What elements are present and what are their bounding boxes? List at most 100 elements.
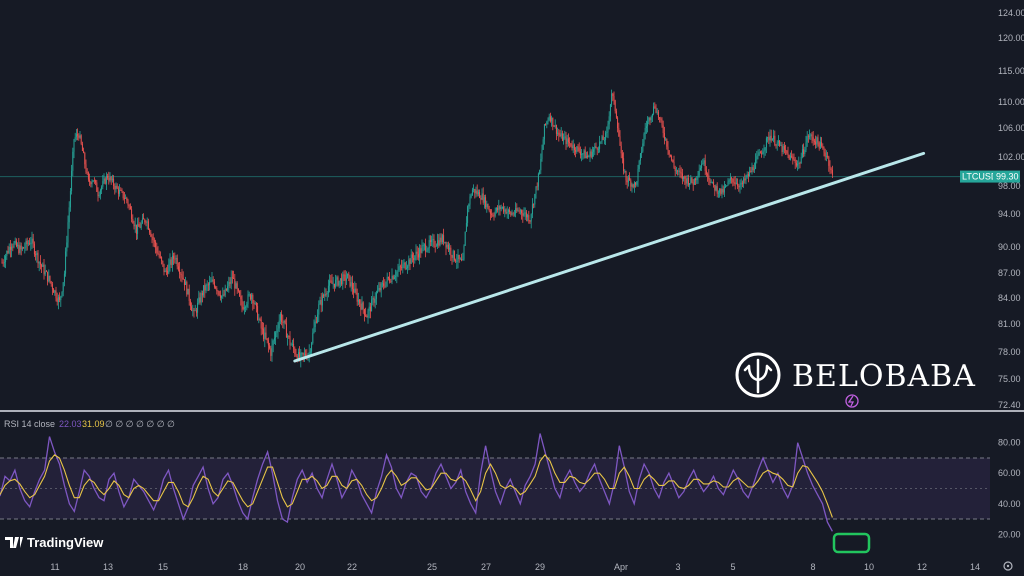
tradingview-logo[interactable]: TradingView xyxy=(5,535,104,550)
candle-body xyxy=(153,240,155,242)
candle-body xyxy=(176,257,178,267)
rsi-pane[interactable]: RSI 14 close 22.03 31.09 ∅ ∅ ∅ ∅ ∅ ∅ ∅ xyxy=(0,419,990,554)
candle-body xyxy=(168,264,170,274)
candle-body xyxy=(235,283,237,289)
candle-body xyxy=(715,186,717,191)
candle-body xyxy=(248,294,250,296)
candle-body xyxy=(681,173,683,179)
candle-body xyxy=(132,218,134,224)
candle-body xyxy=(141,218,143,224)
candle-body xyxy=(607,124,609,133)
candle-body xyxy=(36,252,38,256)
candle-body xyxy=(595,146,597,148)
lightning-icon[interactable] xyxy=(845,394,859,408)
candle-body xyxy=(440,237,442,243)
candle-body xyxy=(605,132,607,140)
candle-body xyxy=(17,244,19,247)
candle-body xyxy=(552,117,554,126)
price-tick-label: 124.00 xyxy=(998,8,1024,18)
time-tick-label: 12 xyxy=(917,562,927,572)
candle-body xyxy=(397,269,399,272)
candle-body xyxy=(116,185,118,189)
candle-body xyxy=(207,284,209,286)
candle-body xyxy=(431,239,433,242)
candle-body xyxy=(801,149,803,157)
tradingview-label: TradingView xyxy=(27,535,104,550)
price-axis[interactable]: 124.00 120.00 115.00 110.00 106.00 102.00 98.0… xyxy=(998,8,1024,410)
candle-body xyxy=(777,140,779,143)
price-tick-label: 115.00 xyxy=(998,66,1024,76)
candle-body xyxy=(265,332,267,339)
price-pane[interactable]: BELOBABA xyxy=(0,89,976,408)
candle-body xyxy=(636,181,638,185)
candle-body xyxy=(740,182,742,185)
candle-body xyxy=(573,144,575,151)
candle-body xyxy=(455,260,457,262)
candle-body xyxy=(387,277,389,279)
candle-body xyxy=(365,315,367,316)
candle-body xyxy=(144,219,146,223)
candle-body xyxy=(51,284,53,290)
candle-body xyxy=(27,243,29,245)
candle-body xyxy=(295,353,297,356)
candle-body xyxy=(662,125,664,134)
candle-body xyxy=(223,294,225,296)
candle-body xyxy=(114,185,116,190)
rsi-legend[interactable]: RSI 14 close 22.03 31.09 ∅ ∅ ∅ ∅ ∅ ∅ ∅ xyxy=(4,419,175,429)
candle-body xyxy=(799,162,801,164)
candle-body xyxy=(402,264,404,268)
candle-body xyxy=(495,207,497,212)
candle-body xyxy=(522,213,524,216)
candle-body xyxy=(594,146,596,150)
candle-body xyxy=(781,144,783,153)
price-tick-label: 106.00 xyxy=(998,123,1024,133)
candle-body xyxy=(729,177,731,181)
candle-body xyxy=(425,244,427,252)
candle-body xyxy=(351,282,353,290)
trendline[interactable] xyxy=(293,151,926,363)
candle-body xyxy=(498,206,500,211)
candle-body xyxy=(499,206,501,210)
rsi-axis[interactable]: 80.00 60.00 40.00 20.00 xyxy=(998,438,1021,540)
candle-body xyxy=(531,204,533,215)
candle-body xyxy=(108,177,110,181)
candle-body xyxy=(101,186,103,191)
candle-body xyxy=(69,191,71,208)
candle-body xyxy=(587,155,589,158)
candle-body xyxy=(705,170,707,175)
candle-body xyxy=(788,154,790,160)
time-axis[interactable]: 11 13 15 18 20 22 25 27 29 Apr 3 5 8 10 12 14 xyxy=(50,562,980,572)
candle-body xyxy=(525,212,527,218)
candle-body xyxy=(122,191,124,199)
settings-icon[interactable] xyxy=(1003,561,1013,571)
candle-body xyxy=(63,273,65,283)
candle-body xyxy=(614,100,616,112)
candle-body xyxy=(290,344,292,346)
candle-body xyxy=(542,139,544,150)
candle-body xyxy=(13,243,15,247)
candle-body xyxy=(703,160,705,164)
candle-body xyxy=(467,206,469,223)
candle-body xyxy=(674,167,676,172)
candle-body xyxy=(303,353,305,355)
candle-body xyxy=(247,294,249,305)
candle-body xyxy=(821,142,823,147)
candle-body xyxy=(81,143,83,151)
candle-body xyxy=(96,182,98,192)
candle-body xyxy=(629,177,631,181)
candle-body xyxy=(600,141,602,143)
candle-body xyxy=(369,306,371,312)
candle-body xyxy=(102,181,104,187)
candle-body xyxy=(504,209,506,212)
candle-body xyxy=(252,294,254,304)
candle-body xyxy=(289,336,291,346)
candle-body xyxy=(110,176,112,181)
candle-body xyxy=(342,274,344,285)
candle-body xyxy=(211,279,213,282)
candle-body xyxy=(31,238,33,243)
candle-body xyxy=(73,139,75,152)
candle-body xyxy=(378,287,380,291)
candle-body xyxy=(666,138,668,147)
candle-body xyxy=(20,245,22,250)
candle-body xyxy=(134,224,136,227)
